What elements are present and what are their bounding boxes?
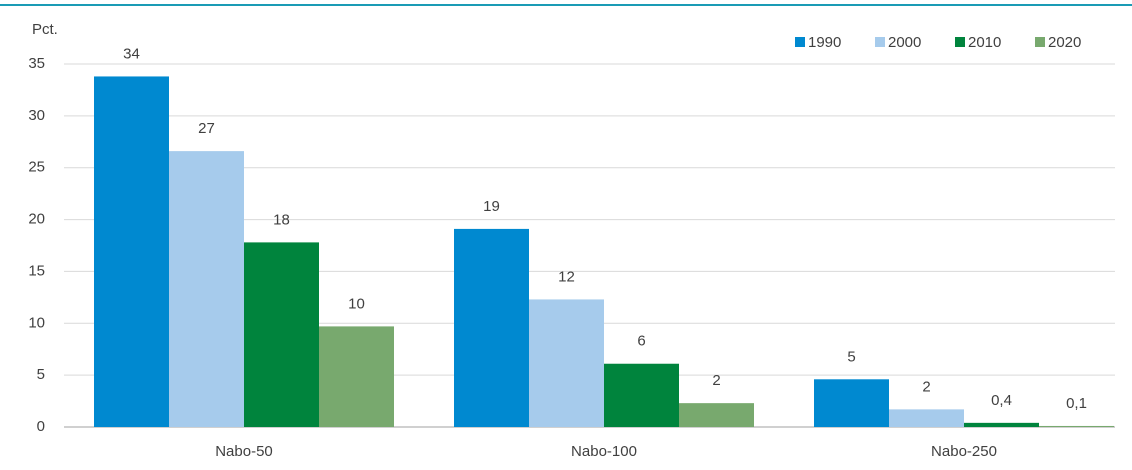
x-tick-label: Nabo-100 xyxy=(571,443,637,460)
y-tick-label: 10 xyxy=(28,314,45,331)
bar xyxy=(604,363,679,427)
data-label: 19 xyxy=(483,198,500,215)
y-tick-label: 15 xyxy=(28,262,45,279)
bar xyxy=(964,422,1039,427)
y-tick-label: 25 xyxy=(28,159,45,176)
legend-label: 2010 xyxy=(968,34,1001,51)
data-label: 34 xyxy=(123,45,140,62)
bar xyxy=(529,299,604,427)
legend-swatch xyxy=(955,37,965,47)
y-tick-label: 0 xyxy=(37,418,45,435)
data-label: 27 xyxy=(198,120,215,137)
legend-swatch xyxy=(1035,37,1045,47)
legend-swatch xyxy=(875,37,885,47)
data-label: 0,1 xyxy=(1066,395,1087,412)
legend-label: 1990 xyxy=(808,34,841,51)
data-label: 12 xyxy=(558,268,575,285)
y-tick-label: 5 xyxy=(37,366,45,383)
bar xyxy=(1039,425,1114,427)
data-label: 2 xyxy=(922,378,930,395)
data-label: 2 xyxy=(712,372,720,389)
bar xyxy=(244,242,319,427)
data-label: 0,4 xyxy=(991,392,1012,409)
bar xyxy=(454,228,529,427)
data-label: 10 xyxy=(348,295,365,312)
y-tick-label: 20 xyxy=(28,211,45,228)
bar xyxy=(679,403,754,427)
x-tick-label: Nabo-250 xyxy=(931,443,997,460)
y-tick-label: 30 xyxy=(28,107,45,124)
data-label: 18 xyxy=(273,211,290,228)
x-tick-label: Nabo-50 xyxy=(215,443,273,460)
bar xyxy=(814,379,889,427)
data-label: 5 xyxy=(847,348,855,365)
data-label: 6 xyxy=(637,333,645,350)
bar xyxy=(889,409,964,427)
y-axis-label: Pct. xyxy=(32,21,58,38)
bar xyxy=(319,326,394,427)
legend-swatch xyxy=(795,37,805,47)
legend-label: 2000 xyxy=(888,34,921,51)
bar xyxy=(169,151,244,427)
bar xyxy=(94,76,169,428)
y-tick-label: 35 xyxy=(28,55,45,72)
legend-label: 2020 xyxy=(1048,34,1081,51)
